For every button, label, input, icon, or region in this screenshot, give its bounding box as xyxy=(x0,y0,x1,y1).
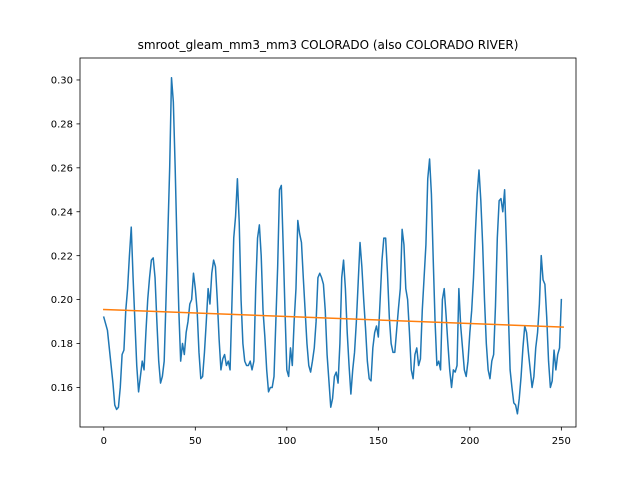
x-tick-label: 100 xyxy=(277,436,296,447)
x-tick-label: 150 xyxy=(369,436,388,447)
x-tick-label: 250 xyxy=(552,436,571,447)
x-tick-label: 50 xyxy=(189,436,202,447)
y-tick-label: 0.30 xyxy=(51,76,73,87)
x-tick-label: 200 xyxy=(460,436,479,447)
axes: 0 50 100 150 200 250 0.16 0.18 0.20 0.22 0.24 0.26 0… xyxy=(51,57,577,447)
chart-title: smroot_gleam_mm3_mm3 COLORADO (also COLO… xyxy=(138,38,519,52)
y-tick-label: 0.28 xyxy=(51,119,73,130)
plot-area xyxy=(102,77,564,415)
y-tick-label: 0.18 xyxy=(51,339,73,350)
series-line-smroot xyxy=(102,77,563,415)
x-tick-label: 0 xyxy=(101,436,107,447)
y-tick-label: 0.24 xyxy=(51,207,73,218)
y-tick-label: 0.26 xyxy=(51,163,73,174)
y-tick-label: 0.22 xyxy=(51,251,73,262)
y-tick-label: 0.16 xyxy=(51,383,73,394)
axes-frame xyxy=(79,57,577,428)
series-line-trend xyxy=(103,308,564,328)
y-tick-label: 0.20 xyxy=(51,295,73,306)
